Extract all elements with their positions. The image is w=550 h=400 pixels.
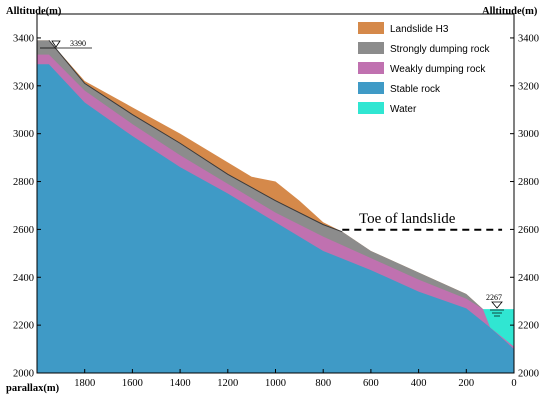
x-tick-label: 800 xyxy=(315,378,331,389)
water-layer xyxy=(482,309,514,348)
triangle-marker-icon xyxy=(51,40,61,48)
water-elevation-marker: 2267 xyxy=(486,293,504,317)
y-tick-label-right: 2000 xyxy=(518,369,539,380)
right-axis-title: Alltitude(m) xyxy=(482,6,538,17)
slip-surface-line xyxy=(48,40,343,233)
legend-label: Water xyxy=(390,104,417,115)
legend-swatch xyxy=(358,42,384,54)
y-tick-label-left: 2000 xyxy=(13,369,34,380)
legend-label: Stable rock xyxy=(390,84,441,95)
legend-swatch xyxy=(358,102,384,114)
toe-annotation: Toe of landslide xyxy=(359,211,456,227)
left-axis-title: Alltitude(m) xyxy=(6,6,62,17)
x-axis-title: parallax(m) xyxy=(6,383,60,394)
right-y-ticks: 2000 2200 2400 2600 2800 3000 3200 3400 xyxy=(510,33,539,380)
x-tick-label: 1400 xyxy=(170,378,191,389)
x-ticks: 1800 1600 1400 1200 1000 800 600 400 200 0 xyxy=(74,369,517,389)
rock-layers xyxy=(37,40,514,374)
legend-label: Landslide H3 xyxy=(390,24,449,35)
water-triangle-icon xyxy=(491,301,503,309)
x-tick-label: 1200 xyxy=(217,378,238,389)
x-tick-label: 400 xyxy=(411,378,427,389)
x-tick-label: 1800 xyxy=(74,378,95,389)
y-tick-label-left: 2200 xyxy=(13,321,34,332)
legend: Landslide H3 Strongly dumping rock Weakly … xyxy=(358,22,490,115)
legend-label: Strongly dumping rock xyxy=(390,44,490,55)
y-tick-label-right: 2200 xyxy=(518,321,539,332)
stable-rock-area xyxy=(37,64,514,373)
y-tick-label-right: 2800 xyxy=(518,177,539,188)
x-tick-label: 1000 xyxy=(265,378,286,389)
water-elevation-label: 2267 xyxy=(486,293,502,302)
y-tick-label-right: 3200 xyxy=(518,81,539,92)
y-tick-label-right: 3400 xyxy=(518,33,539,44)
y-tick-label-left: 2800 xyxy=(13,177,34,188)
x-tick-label: 600 xyxy=(363,378,379,389)
top-elevation-marker: 3390 xyxy=(40,39,92,49)
y-tick-label-right: 3000 xyxy=(518,129,539,140)
y-tick-label-left: 3000 xyxy=(13,129,34,140)
top-elevation-label: 3390 xyxy=(70,39,86,48)
x-tick-label: 1600 xyxy=(122,378,143,389)
y-tick-label-left: 2600 xyxy=(13,225,34,236)
water-body xyxy=(482,309,514,348)
legend-label: Weakly dumping rock xyxy=(390,64,486,75)
y-tick-label-left: 2400 xyxy=(13,273,34,284)
x-tick-label: 200 xyxy=(458,378,474,389)
y-tick-label-left: 3200 xyxy=(13,81,34,92)
legend-swatch xyxy=(358,62,384,74)
x-tick-label: 0 xyxy=(511,378,516,389)
y-tick-label-left: 3400 xyxy=(13,33,34,44)
y-tick-label-right: 2600 xyxy=(518,225,539,236)
legend-swatch xyxy=(358,22,384,34)
left-y-ticks: 2000 2200 2400 2600 2800 3000 3200 3400 xyxy=(13,33,41,380)
y-tick-label-right: 2400 xyxy=(518,273,539,284)
legend-swatch xyxy=(358,82,384,94)
